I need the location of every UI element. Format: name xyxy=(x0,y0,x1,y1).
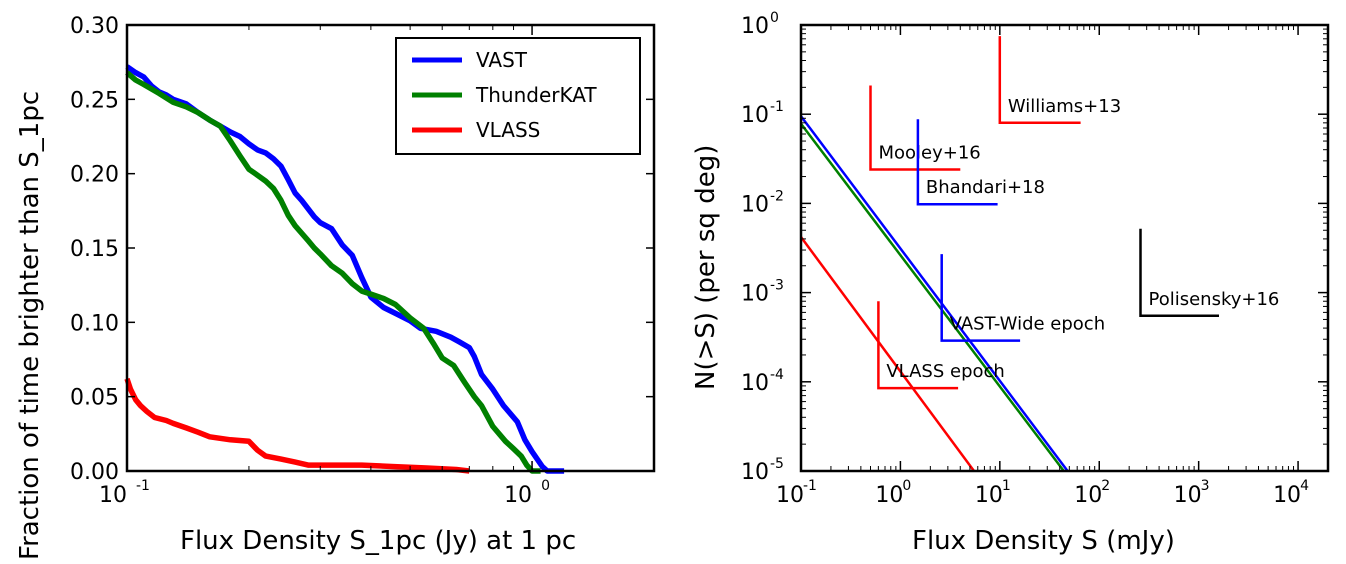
right-xtick-exponent: 0 xyxy=(902,478,911,494)
right-xtick-exponent: -1 xyxy=(803,478,817,494)
right-ytick-label: 10 xyxy=(741,14,769,39)
right-xtick-label: 10 xyxy=(875,483,903,508)
left-series-layer xyxy=(124,64,565,474)
survey-marker xyxy=(877,301,959,390)
right-ticks-layer: 10 -1 10 0 10 1 10 2 10 3 10 410 -510 -410 -310 -210 -11… xyxy=(741,10,1329,508)
left-xlabel: Flux Density S_1pc (Jy) at 1 pc xyxy=(180,526,576,556)
left-series-thunderkat-line xyxy=(125,70,541,474)
right-ytick-label: 10 xyxy=(741,371,769,396)
right-xtick-exponent: 2 xyxy=(1101,478,1110,494)
right-ytick-label: 10 xyxy=(741,282,769,307)
right-ylabel: N(>S) (per sq deg) xyxy=(691,145,721,390)
right-ytick-exponent: -4 xyxy=(770,367,784,383)
survey-label: Bhandari+18 xyxy=(926,177,1045,198)
right-series-line-0 xyxy=(800,115,1069,472)
survey-marker xyxy=(1139,228,1219,318)
right-xlabel: Flux Density S (mJy) xyxy=(912,526,1175,556)
survey-label: Mooley+16 xyxy=(878,142,980,163)
left-ylabel: Fraction of time brighter than S_1pc xyxy=(15,91,45,560)
legend-label-vast: VAST xyxy=(476,48,528,72)
right-xtick-exponent: 4 xyxy=(1300,478,1309,494)
left-xtick-label: 10 xyxy=(99,483,127,508)
right-series-layer xyxy=(799,115,1069,472)
left-ytick-label: 0.20 xyxy=(70,163,119,188)
right-xtick-label: 10 xyxy=(1174,483,1202,508)
right-series-line-2 xyxy=(799,236,976,472)
right-ytick-exponent: -5 xyxy=(770,456,784,472)
right-xtick-label: 10 xyxy=(1273,483,1301,508)
survey-label: Polisensky+16 xyxy=(1148,289,1279,310)
right-ytick-label: 10 xyxy=(741,103,769,128)
legend-label-thunderkat: ThunderKAT xyxy=(475,83,597,107)
right-xtick-label: 10 xyxy=(776,483,804,508)
survey-marker xyxy=(869,85,961,171)
left-ytick-label: 0.15 xyxy=(70,237,119,262)
right-xtick-exponent: 1 xyxy=(1002,478,1011,494)
right-xtick-label: 10 xyxy=(1074,483,1102,508)
survey-label: VAST-Wide epoch xyxy=(950,314,1105,335)
left-xtick-label: 10 xyxy=(504,483,532,508)
left-series-vlass-line xyxy=(124,377,470,474)
right-ytick-exponent: 0 xyxy=(770,10,779,26)
left-ytick-label: 0.25 xyxy=(70,88,119,113)
survey-label: VLASS epoch xyxy=(886,361,1004,382)
right-ytick-exponent: -3 xyxy=(770,278,784,294)
legend: VAST ThunderKAT VLASS xyxy=(395,37,641,155)
survey-marker xyxy=(916,119,998,206)
left-ytick-label: 0.05 xyxy=(70,386,119,411)
right-plot-frame xyxy=(799,23,1330,473)
right-xtick-exponent: 3 xyxy=(1201,478,1210,494)
left-ytick-label: 0.00 xyxy=(70,460,119,485)
survey-label: Williams+13 xyxy=(1008,96,1121,117)
left-ytick-label: 0.10 xyxy=(70,311,119,336)
survey-marker xyxy=(998,36,1081,125)
legend-label-vlass: VLASS xyxy=(476,118,540,142)
right-annotations-layer: Williams+13 Mooley+16 Bhandari+18 Polisensk… xyxy=(869,36,1279,390)
right-ytick-label: 10 xyxy=(741,192,769,217)
left-chart: 0.00 0.05 0.10 0.15 0.20 0.25 0.30 10 -1 10 0 Frac… xyxy=(15,14,656,560)
right-ytick-exponent: -2 xyxy=(770,188,784,204)
left-ytick-label: 0.30 xyxy=(70,14,119,39)
left-ticks-layer: 0.00 0.05 0.10 0.15 0.20 0.25 0.30 10 -1 10 0 xyxy=(70,14,654,508)
right-ytick-label: 10 xyxy=(741,460,769,485)
right-xtick-label: 10 xyxy=(975,483,1003,508)
right-chart: Williams+13 Mooley+16 Bhandari+18 Polisensk… xyxy=(691,10,1330,556)
left-xtick-exponent: -1 xyxy=(136,478,150,494)
right-ytick-exponent: -1 xyxy=(770,99,784,115)
survey-marker xyxy=(940,254,1021,342)
left-xtick-exponent: 0 xyxy=(541,478,550,494)
right-series-line-1 xyxy=(800,123,1065,472)
